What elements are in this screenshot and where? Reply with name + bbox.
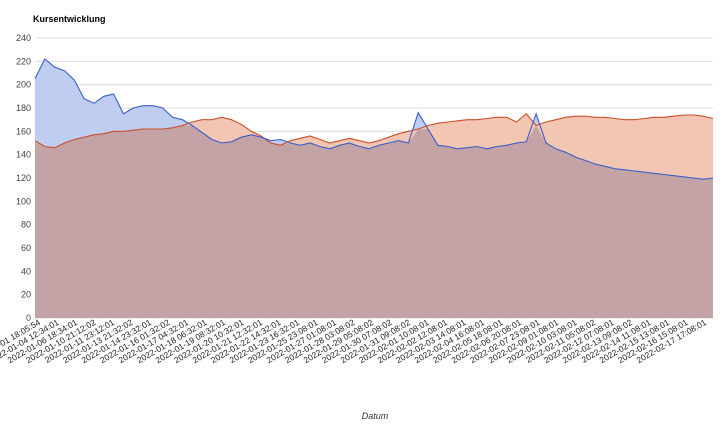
- y-tick-label: 200: [16, 80, 31, 90]
- y-tick-label: 100: [16, 196, 31, 206]
- y-tick-label: 80: [21, 220, 31, 230]
- y-tick-label: 140: [16, 150, 31, 160]
- overlap-area: [35, 125, 713, 318]
- series-b-line: [34, 113, 714, 149]
- y-tick-label: 40: [21, 266, 31, 276]
- y-tick-label: 0: [26, 313, 31, 323]
- y-tick-label: 60: [21, 243, 31, 253]
- x-axis-label: Datum: [362, 411, 389, 421]
- series-lines: [34, 58, 714, 180]
- y-tick-label: 160: [16, 126, 31, 136]
- y-tick-label: 220: [16, 56, 31, 66]
- y-tick-label: 180: [16, 103, 31, 113]
- series-a-line: [34, 58, 714, 180]
- y-tick-label: 20: [21, 290, 31, 300]
- series-areas: [35, 59, 713, 318]
- chart-title: Kursentwicklung: [33, 14, 106, 24]
- y-tick-label: 240: [16, 33, 31, 43]
- y-axis-ticks: 0 20 40 60 80 100 120 140 160 180 200 220 240: [16, 33, 31, 323]
- y-tick-label: 120: [16, 173, 31, 183]
